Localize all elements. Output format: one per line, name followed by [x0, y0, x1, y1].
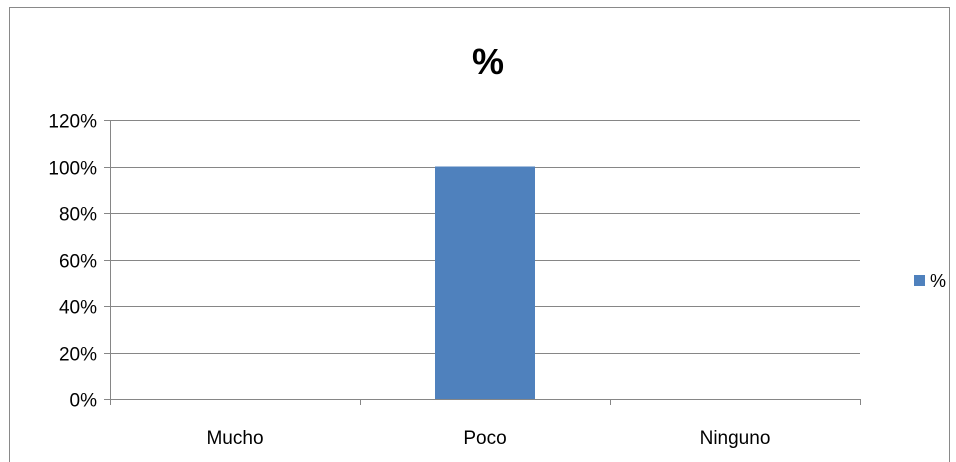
y-tick-label: 40% [59, 298, 97, 319]
y-tick-label: 100% [48, 159, 97, 180]
legend-label: % [930, 271, 946, 291]
y-tick-label: 60% [59, 252, 97, 273]
bars [435, 166, 535, 399]
y-axis-ticks: 0% 20% 40% 60% 80% 100% 120% [48, 112, 97, 412]
y-tick-label: 20% [59, 345, 97, 366]
y-tick-label: 120% [48, 112, 97, 133]
chart-title: % [472, 41, 504, 82]
axes [104, 120, 861, 405]
x-tick-label: Ninguno [700, 428, 771, 449]
legend: % [914, 271, 946, 291]
y-tick-label: 0% [70, 391, 98, 412]
x-tick-label: Poco [463, 428, 506, 449]
y-tick-label: 80% [59, 205, 97, 226]
legend-swatch [914, 275, 925, 286]
bar-poco [435, 166, 535, 399]
x-tick-label: Mucho [206, 428, 263, 449]
chart-border [9, 7, 950, 462]
x-axis-ticks: Mucho Poco Ninguno [206, 428, 770, 449]
